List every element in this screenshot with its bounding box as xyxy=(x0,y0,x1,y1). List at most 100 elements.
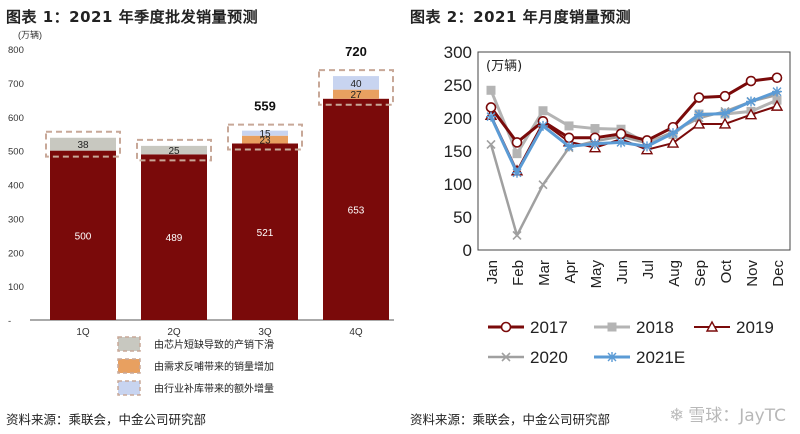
legend-marker-2021E xyxy=(607,352,617,362)
bar-segment-value-label: 25 xyxy=(168,146,180,157)
series-point-2017 xyxy=(719,90,731,102)
legend-label-2020: 2020 xyxy=(530,348,568,367)
bar-segment-value-label: 15 xyxy=(259,129,271,140)
bar-base-3Q xyxy=(232,143,298,320)
series-point-2019 xyxy=(692,117,706,129)
series-point-2021E xyxy=(642,141,652,152)
series-point-2020 xyxy=(486,139,496,149)
legend-label-2019: 2019 xyxy=(736,318,774,337)
series-point-2021E xyxy=(538,120,548,131)
y-tick-label: 200 xyxy=(444,109,472,128)
series-point-2021E xyxy=(746,96,756,107)
series-point-2021E xyxy=(486,111,496,122)
left-figure-title: 图表 1：2021 年季度批发销量预测 xyxy=(6,8,259,26)
series-point-2019 xyxy=(666,136,680,148)
series-point-2017 xyxy=(511,137,523,148)
bar-segment-value-label: 23 xyxy=(259,136,271,147)
dashed-outline-3Q xyxy=(227,123,303,151)
legend-swatch-shortage xyxy=(117,336,141,352)
series-point-2017 xyxy=(563,132,575,144)
x-tick-label: Jul xyxy=(640,260,657,279)
series-point-2017 xyxy=(615,128,627,140)
y-tick-label: 100 xyxy=(444,175,472,194)
x-tick-label: Jun xyxy=(614,260,631,284)
series-point-2018 xyxy=(538,106,548,116)
legend-marker-2017 xyxy=(500,321,512,333)
series-point-2018 xyxy=(486,85,496,95)
series-point-2017 xyxy=(485,102,497,113)
series-point-2019 xyxy=(770,99,784,111)
bar-segment-value-label: 27 xyxy=(350,90,362,101)
x-tick-label: Apr xyxy=(562,260,579,283)
bar-segment-restock-4Q xyxy=(333,76,379,90)
y-tick-label: - xyxy=(8,316,11,327)
x-tick-label: Dec xyxy=(770,260,787,287)
bar-segment-rebound-4Q xyxy=(333,89,379,99)
x-tick-label: Nov xyxy=(744,260,761,287)
quarterly-bar-chart: (万辆) - 100 200 300 400 500 600 700 800 500 1Q 38 489 2… xyxy=(8,29,394,396)
legend-marker-2020 xyxy=(501,352,511,362)
legend-swatch-restock xyxy=(117,380,141,396)
legend-label-2017: 2017 xyxy=(530,318,568,337)
series-point-2017 xyxy=(745,75,757,87)
watermark-text: 雪球：JayTC xyxy=(688,406,786,426)
legend-label-2018: 2018 xyxy=(636,318,674,337)
series-point-2018 xyxy=(512,149,522,159)
x-tick-label: Jan xyxy=(484,260,501,284)
legend-marker-2018 xyxy=(607,322,617,332)
y-tick-label: 200 xyxy=(8,248,24,259)
y-axis-unit-label: (万辆) xyxy=(18,29,42,40)
y-axis-unit-label: (万辆) xyxy=(486,59,522,74)
bar-base-1Q xyxy=(50,150,116,320)
series-point-2018 xyxy=(590,124,600,134)
series-point-2021E xyxy=(668,128,678,139)
bar-base-value-label: 489 xyxy=(166,233,183,244)
y-tick-label: 300 xyxy=(8,214,24,225)
plot-frame xyxy=(477,51,791,251)
y-tick-label: 0 xyxy=(463,241,472,260)
snowball-icon: ❄ xyxy=(669,405,685,426)
bar-total-label: 720 xyxy=(345,44,367,59)
x-tick-label: 4Q xyxy=(349,327,363,338)
y-tick-label: 500 xyxy=(8,147,24,158)
bar-base-value-label: 500 xyxy=(75,231,92,242)
bar-segment-value-label: 38 xyxy=(77,140,89,151)
dashed-outline-2Q xyxy=(136,138,212,162)
right-chart-panel: 图表 2：2021 年月度销量预测 0 50 100 150 200 250 300 (万辆)… xyxy=(404,0,800,434)
bar-total-label: 559 xyxy=(254,99,276,114)
right-figure-title: 图表 2：2021 年月度销量预测 xyxy=(410,8,632,26)
watermark: ❄ 雪球：JayTC xyxy=(669,401,786,426)
left-source-note: 资料来源：乘联会，中金公司研究部 xyxy=(6,412,207,427)
series-point-2019 xyxy=(744,108,758,120)
legend-label-2021E: 2021E xyxy=(636,348,685,367)
bar-base-value-label: 521 xyxy=(257,228,274,239)
legend-label-rebound: 由需求反哺带来的销量增加 xyxy=(154,360,274,373)
series-point-2021E xyxy=(720,108,730,119)
y-tick-label: 400 xyxy=(8,181,24,192)
legend-marker-2019 xyxy=(705,320,719,332)
dashed-outline-4Q xyxy=(318,69,394,106)
bar-base-value-label: 653 xyxy=(348,205,365,216)
x-tick-label: 1Q xyxy=(76,327,90,338)
bar-base-2Q xyxy=(141,154,207,320)
x-tick-label: 2Q xyxy=(167,327,181,338)
series-point-2021E xyxy=(694,109,704,120)
series-point-2021E xyxy=(772,86,782,97)
series-point-2019 xyxy=(718,117,732,129)
series-point-2021E xyxy=(590,138,600,149)
right-source-note: 资料来源：乘联会，中金公司研究部 xyxy=(410,412,611,427)
series-point-2021E xyxy=(564,141,574,152)
y-tick-label: 150 xyxy=(444,142,472,161)
series-line-2021E xyxy=(489,90,778,175)
y-tick-label: 50 xyxy=(453,208,472,227)
series-point-2017 xyxy=(771,72,783,84)
monthly-line-chart: 0 50 100 150 200 250 300 (万辆) Jan Feb Mar Apr May Jun… xyxy=(444,43,791,367)
dashed-outline-1Q xyxy=(45,130,121,158)
bar-segment-rebound-3Q xyxy=(242,135,288,144)
series-point-2017 xyxy=(693,92,705,103)
series-point-2018 xyxy=(564,121,574,131)
x-tick-label: Oct xyxy=(718,259,735,283)
x-tick-label: May xyxy=(588,260,605,289)
x-tick-label: Aug xyxy=(666,260,683,287)
y-tick-label: 300 xyxy=(444,43,472,62)
